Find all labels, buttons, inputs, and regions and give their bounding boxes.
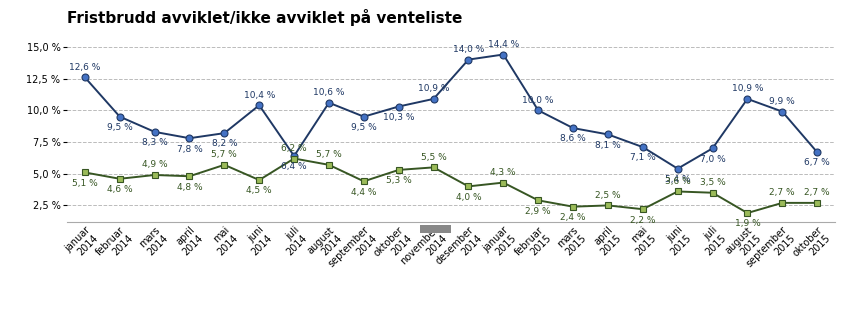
Text: 4,3 %: 4,3 % [491, 168, 516, 177]
Text: 5,3 %: 5,3 % [386, 176, 411, 185]
Text: 7,8 %: 7,8 % [176, 145, 202, 153]
Text: 8,1 %: 8,1 % [595, 141, 620, 150]
Text: 5,7 %: 5,7 % [316, 150, 342, 159]
Text: 5,1 %: 5,1 % [72, 179, 98, 188]
Text: 2,4 %: 2,4 % [561, 213, 586, 222]
Text: 5,4 %: 5,4 % [665, 175, 690, 184]
Text: Fristbrudd avviklet/ikke avviklet på venteliste: Fristbrudd avviklet/ikke avviklet på ven… [67, 10, 463, 26]
Text: 2,7 %: 2,7 % [770, 188, 795, 197]
Text: 9,5 %: 9,5 % [351, 123, 377, 132]
Text: 4,5 %: 4,5 % [246, 186, 272, 195]
Text: 1,9 %: 1,9 % [734, 219, 760, 228]
Text: 4,8 %: 4,8 % [177, 183, 202, 191]
Text: 10,0 %: 10,0 % [523, 96, 554, 105]
Text: 4,0 %: 4,0 % [455, 193, 481, 202]
Text: 9,5 %: 9,5 % [107, 123, 132, 132]
Text: 3,6 %: 3,6 % [665, 177, 690, 186]
Text: 7,0 %: 7,0 % [700, 155, 726, 164]
Text: 10,3 %: 10,3 % [383, 113, 415, 122]
Text: 14,0 %: 14,0 % [453, 45, 484, 54]
Text: 10,9 %: 10,9 % [732, 84, 763, 93]
Text: 5,5 %: 5,5 % [421, 153, 447, 162]
Text: 14,4 %: 14,4 % [488, 40, 519, 49]
Text: 2,2 %: 2,2 % [630, 216, 656, 224]
Text: 4,6 %: 4,6 % [107, 185, 132, 194]
Text: 3,5 %: 3,5 % [700, 178, 726, 187]
Text: 4,4 %: 4,4 % [351, 188, 377, 197]
Text: 10,9 %: 10,9 % [418, 84, 449, 93]
Text: 8,2 %: 8,2 % [212, 139, 237, 148]
Text: 8,3 %: 8,3 % [142, 138, 168, 147]
Bar [421, 225, 451, 233]
Text: 12,6 %: 12,6 % [69, 63, 100, 72]
Text: 4,9 %: 4,9 % [142, 160, 168, 169]
Text: 9,9 %: 9,9 % [770, 97, 795, 106]
Text: 6,7 %: 6,7 % [804, 158, 830, 167]
Text: 2,5 %: 2,5 % [595, 191, 620, 200]
Text: 7,1 %: 7,1 % [630, 153, 656, 162]
Text: 10,4 %: 10,4 % [244, 91, 275, 100]
Text: 2,7 %: 2,7 % [804, 188, 830, 197]
Text: 6,2 %: 6,2 % [282, 144, 307, 153]
Text: 10,6 %: 10,6 % [314, 88, 345, 97]
Text: 6,4 %: 6,4 % [282, 162, 307, 171]
Text: 5,7 %: 5,7 % [212, 150, 237, 159]
Text: 8,6 %: 8,6 % [560, 134, 586, 143]
Text: 2,9 %: 2,9 % [525, 207, 551, 216]
